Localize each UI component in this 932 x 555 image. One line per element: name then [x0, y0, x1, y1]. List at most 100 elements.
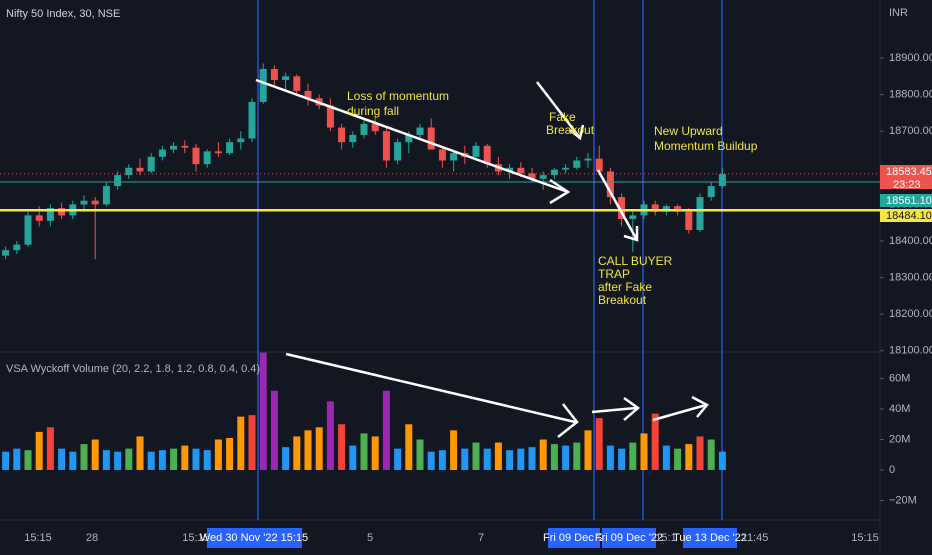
volume-bar	[550, 444, 558, 470]
countdown: 23:23	[893, 179, 921, 191]
candle-body	[360, 123, 368, 135]
candle-body	[584, 158, 592, 161]
y-tick-label: 18700.00	[889, 125, 932, 137]
x-tick-label: 7	[478, 532, 484, 544]
arrows	[255, 78, 709, 438]
candle-body	[237, 138, 245, 143]
x-tick-label: Fri 09 Dec '22	[595, 532, 663, 544]
volume-bar	[517, 448, 525, 470]
annotation: Momentum Buildup	[654, 139, 758, 153]
volume-bar	[718, 451, 726, 470]
candle-body	[506, 167, 514, 172]
time-highlight	[683, 528, 737, 548]
price-tag	[880, 209, 932, 222]
price-tag-label: 18583.45	[886, 166, 932, 178]
volume-bar	[259, 352, 267, 470]
annotation: after Fake	[598, 280, 652, 294]
candle-body	[483, 145, 491, 165]
candle-body	[91, 200, 99, 205]
indicator-title: VSA Wyckoff Volume (20, 2.2, 1.8, 1.2, 0…	[6, 363, 260, 375]
volume-bar	[270, 390, 278, 470]
y-tick-label: 60M	[889, 372, 910, 384]
volume-bar	[494, 442, 502, 470]
volume-bar	[69, 451, 77, 470]
volume-bar	[371, 436, 379, 470]
candle-body	[80, 200, 88, 205]
volume-bar	[203, 450, 211, 470]
volume-bar	[282, 447, 290, 470]
time-highlight	[207, 528, 302, 548]
volume-bar	[618, 448, 626, 470]
annotation: Loss of momentum	[347, 89, 449, 103]
candle-body	[293, 76, 301, 91]
candle-body	[102, 186, 110, 205]
y-tick-label: 18100.00	[889, 345, 932, 357]
y-tick-label: −20M	[889, 494, 917, 506]
volume-bar	[35, 431, 43, 470]
volume-bar	[506, 450, 514, 470]
candle-body	[394, 142, 402, 161]
candle-body	[539, 175, 547, 179]
candle-body	[214, 151, 222, 154]
annotation: Breakout	[598, 293, 647, 307]
y-tick-label: 20M	[889, 433, 910, 445]
candle-body	[651, 204, 659, 212]
candle-body	[259, 68, 267, 102]
x-tick-label: 5	[367, 532, 373, 544]
annotation: during fall	[347, 104, 399, 118]
candle-body	[114, 175, 122, 187]
volume-bar	[450, 430, 458, 470]
volume-bar	[483, 448, 491, 470]
candle-body	[270, 68, 278, 80]
volume-bar	[696, 436, 704, 470]
volume-bar	[214, 439, 222, 470]
price-tag-label: 18484.10	[886, 210, 932, 222]
x-tick-label: Fri 09 Dec '2	[543, 532, 605, 544]
candle-body	[136, 167, 144, 172]
candle-body	[203, 151, 211, 165]
volume-bar	[24, 450, 32, 470]
x-tick-label: 15:15	[851, 532, 879, 544]
volume-bar	[562, 445, 570, 470]
vertical-lines	[257, 0, 723, 520]
candle-body	[338, 127, 346, 143]
candle-body	[629, 215, 637, 220]
volume-bar	[640, 433, 648, 470]
x-tick-label: Tue 13 Dec '22	[673, 532, 747, 544]
volume-bar	[606, 445, 614, 470]
volume-bar	[707, 439, 715, 470]
volume-bar	[584, 430, 592, 470]
volume-bar	[573, 442, 581, 470]
volume-bar	[349, 445, 357, 470]
volume-bar	[46, 427, 54, 470]
volume-bar	[13, 448, 21, 470]
x-tick-label: 15:15	[182, 532, 210, 544]
candle-body	[562, 167, 570, 170]
candle-body	[472, 145, 480, 157]
candle-body	[528, 173, 536, 179]
candle-body	[405, 134, 413, 143]
volume-bar	[629, 442, 637, 470]
volume-bar	[80, 444, 88, 470]
candle-body	[349, 134, 357, 143]
candle-body	[606, 171, 614, 198]
volume-bar	[416, 439, 424, 470]
x-tick-label: Wed 30 Nov '22 15:15	[200, 532, 308, 544]
volume-bar	[248, 415, 256, 470]
volume-bar	[102, 450, 110, 470]
x-tick-label: 11:45	[742, 532, 769, 544]
y-tick-label: 18200.00	[889, 308, 932, 320]
volume-bar	[595, 418, 603, 470]
candle-body	[595, 158, 603, 172]
volume-bar	[382, 390, 390, 470]
candle-body	[24, 215, 32, 245]
volume-bar	[539, 439, 547, 470]
candle-body	[35, 215, 43, 221]
volume-bar	[136, 436, 144, 470]
volume-bar	[674, 448, 682, 470]
annotations: Loss of momentum during fall Fake Breako…	[347, 89, 758, 307]
candle-body	[226, 142, 234, 154]
candle-body	[618, 197, 626, 220]
volume-bar	[170, 448, 178, 470]
volume-bar	[226, 437, 234, 470]
